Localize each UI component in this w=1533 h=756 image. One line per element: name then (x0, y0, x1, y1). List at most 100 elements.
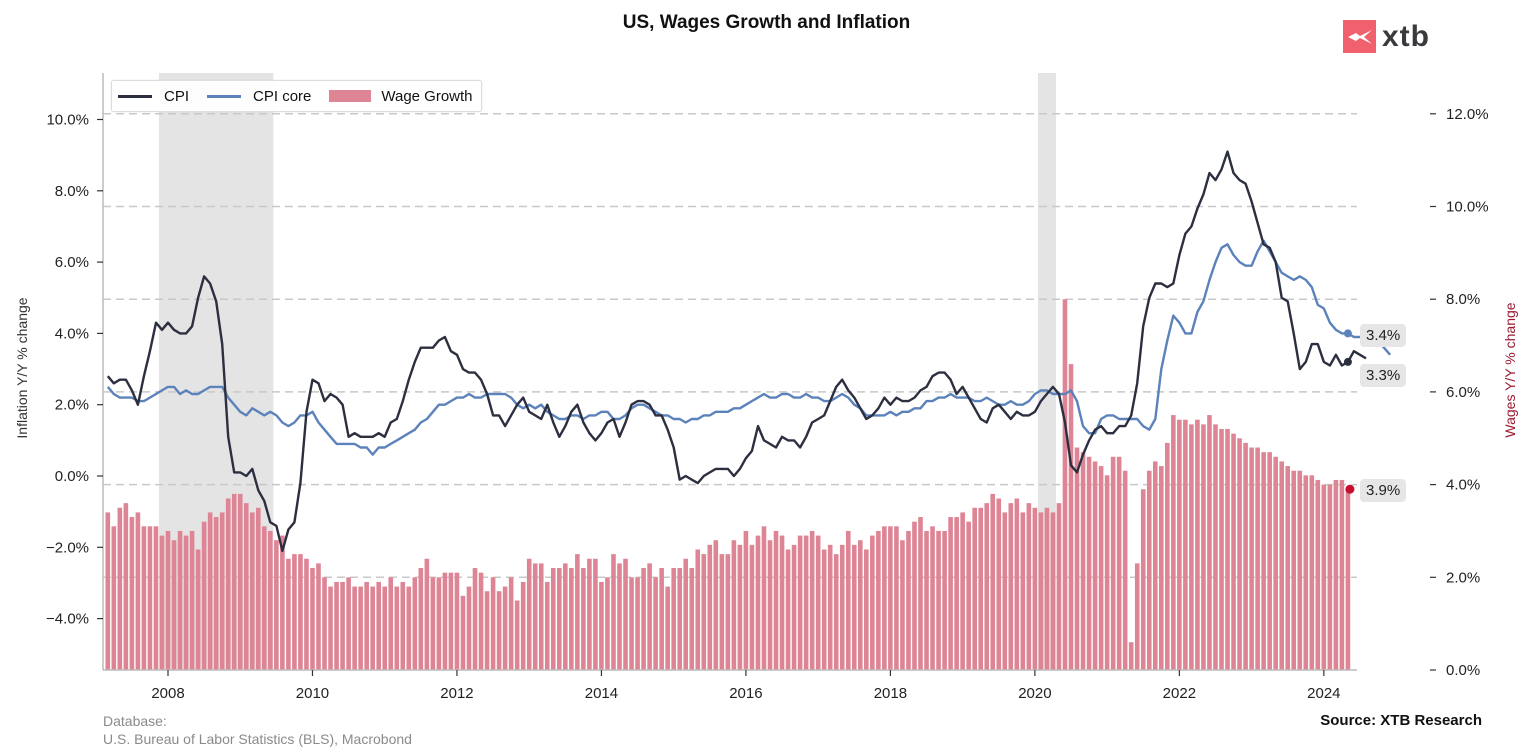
wage-bar (400, 581, 406, 670)
y-tick-label-left: −4.0% (46, 611, 89, 628)
source-note: Source: XTB Research (1320, 712, 1482, 729)
wage-bar (569, 568, 574, 670)
legend-swatch-wage-growth (329, 90, 372, 102)
wage-bar (538, 563, 544, 670)
wage-bar (557, 568, 562, 670)
wage-bar (599, 581, 604, 670)
wage-bar (1038, 512, 1044, 670)
wage-bar (117, 507, 123, 670)
wage-bar (1050, 512, 1056, 670)
wage-bar (563, 563, 568, 670)
wage-bar (755, 535, 761, 670)
wage-bar (526, 558, 532, 670)
cpi-core-end-marker (1343, 329, 1352, 338)
wage-bar (231, 493, 237, 670)
wage-bar (141, 526, 147, 670)
wage-bar (243, 503, 249, 670)
wage-bar (280, 535, 285, 670)
wage-bar (340, 581, 345, 670)
wage-bar (1098, 466, 1104, 670)
wage-bar (195, 549, 201, 670)
wage-bar (695, 549, 701, 670)
wage-bar (207, 512, 213, 670)
wage-bar (358, 586, 363, 670)
wage-bar (1122, 470, 1128, 670)
x-tick-label: 2016 (729, 685, 762, 702)
wage-bar (346, 577, 351, 670)
wage-bar (1339, 479, 1345, 670)
wage-bar (882, 526, 887, 670)
wage-bar (171, 540, 177, 670)
wage-bar (641, 568, 646, 670)
wage-bar (719, 554, 725, 670)
wage-bar (298, 554, 303, 670)
wage-bar (262, 526, 267, 670)
wage-bar (105, 512, 111, 670)
wage-bar (382, 586, 388, 670)
wage-bar (1002, 512, 1008, 670)
wage-bar (972, 507, 977, 670)
wage-bar (1140, 489, 1146, 670)
y-tick-label-left: 10.0% (46, 112, 89, 129)
wage-bar (785, 549, 791, 670)
inflation-lines (106, 150, 1392, 553)
wage-bar (165, 530, 171, 670)
y-tick-label-left: 4.0% (55, 325, 89, 342)
wage-bar (256, 507, 261, 670)
wage-bar (665, 586, 670, 670)
wage-bar (635, 577, 640, 670)
wage-bar (1225, 428, 1230, 670)
wage-bar (1171, 415, 1176, 670)
wage-bar (490, 577, 496, 670)
wage-bar (864, 549, 869, 670)
wage-bar (123, 503, 129, 670)
wage-bar (996, 498, 1002, 670)
y-axis-left-label: Inflation Y/Y % change (14, 297, 30, 439)
wage-bar (1152, 461, 1158, 670)
wage-bar (725, 554, 731, 670)
wage-bar (1177, 419, 1182, 670)
wage-bar (472, 568, 478, 670)
wage-bar (544, 581, 550, 670)
wage-bar (424, 558, 430, 670)
wage-bar (310, 568, 315, 670)
wage-bar (508, 577, 514, 670)
wage-bar (352, 586, 357, 670)
wage-bar (611, 554, 616, 670)
wage-bar (587, 558, 592, 670)
wage-bar (1008, 503, 1014, 670)
wage-bar (1056, 503, 1062, 670)
y-tick-label-right: 2.0% (1446, 569, 1480, 586)
wage-bar (671, 568, 676, 670)
wage-bar (821, 549, 827, 670)
wage-bar (1201, 424, 1206, 670)
wage-bar (550, 568, 556, 670)
wage-bar (809, 530, 815, 670)
wage-bar (1285, 466, 1291, 670)
wage-bar (779, 535, 785, 670)
wage-bar (412, 577, 418, 670)
wage-bar (683, 558, 689, 670)
legend-swatch-cpi-core (207, 94, 242, 98)
y-tick-label-right: 12.0% (1446, 106, 1489, 123)
legend-item-cpi-core: CPI core (207, 88, 311, 105)
wage-bar (111, 526, 117, 670)
wage-bar (328, 586, 333, 670)
wage-bar (520, 581, 526, 670)
wage-bar (930, 526, 935, 670)
wage-bar (966, 521, 971, 670)
wage-bar (268, 530, 273, 670)
wage-bar (159, 535, 165, 670)
wage-bar (1243, 442, 1248, 670)
xtb-logo-icon (1343, 20, 1376, 53)
wage-bar (647, 563, 652, 670)
wage-bar (1279, 461, 1284, 670)
wage-bar (304, 558, 309, 670)
wage-bar (213, 517, 219, 670)
wage-bar (1086, 456, 1092, 670)
wage-bar (1207, 415, 1212, 670)
wage-bar (833, 554, 839, 670)
wage-bar (484, 591, 490, 670)
wage-bar (1231, 433, 1236, 670)
wage-bar (135, 512, 141, 670)
